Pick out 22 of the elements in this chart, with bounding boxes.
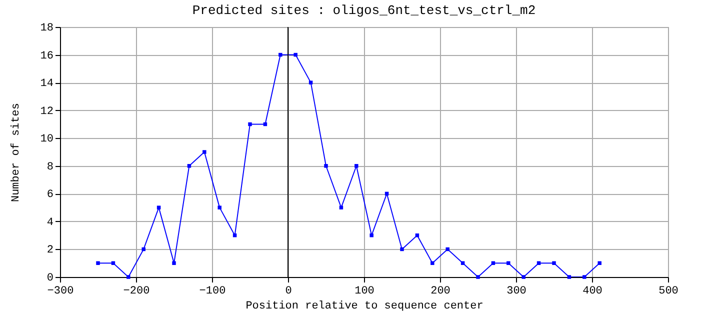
y-tick-label: 12 <box>40 106 54 118</box>
y-axis-title: Number of sites <box>10 102 22 202</box>
y-tick-label: 10 <box>40 134 54 146</box>
y-tick-label: 16 <box>40 50 54 62</box>
x-tick-label: 0 <box>285 286 292 298</box>
y-tick-label: 2 <box>46 244 54 257</box>
y-tick-label: 4 <box>46 216 54 229</box>
y-tick-label: 8 <box>46 161 54 174</box>
x-tick-label: −200 <box>123 286 150 298</box>
x-tick-label: 400 <box>582 286 602 298</box>
x-axis-title: Position relative to sequence center <box>246 300 484 312</box>
x-tick-label: −100 <box>199 286 226 298</box>
chart-title: Predicted sites : oligos_6nt_test_vs_ctrl_m2 <box>192 3 536 18</box>
x-tick-label: −300 <box>47 286 74 298</box>
x-tick-label: 200 <box>430 286 450 298</box>
y-tick-label: 6 <box>46 189 54 202</box>
x-tick-label: 500 <box>658 286 678 298</box>
x-tick-label: 100 <box>354 286 374 298</box>
y-tick-label: 14 <box>40 78 54 90</box>
x-tick-label: 300 <box>506 286 526 298</box>
y-tick-label: 18 <box>40 22 54 34</box>
y-tick-label: 0 <box>46 272 54 284</box>
